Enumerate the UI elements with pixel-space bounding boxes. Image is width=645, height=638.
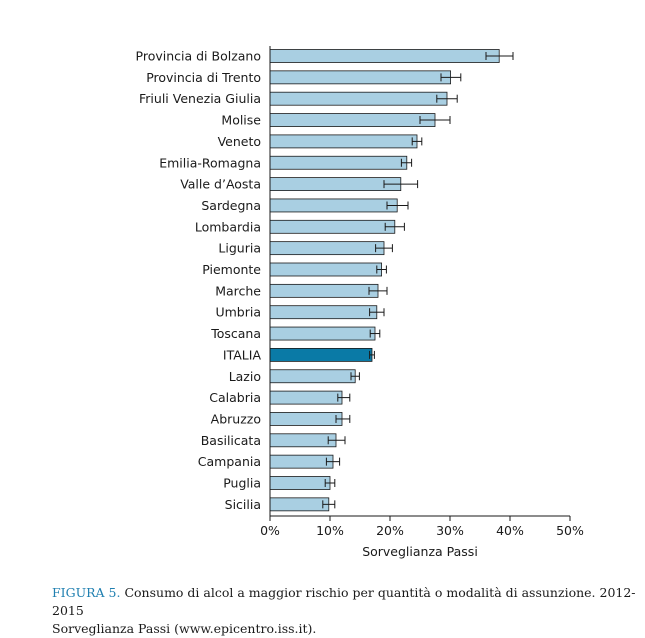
error-bar-19 [325,457,341,466]
category-label-20: Puglia [223,476,261,491]
category-label-2: Friuli Venezia Giulia [139,91,261,106]
category-label-5: Emilia-Romagna [159,155,261,170]
category-labels: Provincia di Bolzano Provincia di Trento F… [136,49,262,512]
x-tick-label-5: 50% [556,523,584,538]
x-axis-ticks: 0% 10% 20% 30% 40% 50% [260,516,584,538]
bar-20 [269,476,331,490]
bar-17 [269,412,343,426]
error-bar-0 [485,52,514,60]
bar-7 [269,198,398,213]
category-label-1: Provincia di Trento [146,70,261,85]
category-label-12: Umbria [215,305,261,320]
x-axis-title: Sorveglianza Passi [362,544,478,559]
error-bar-20 [324,479,336,487]
category-label-7: Sardegna [201,198,261,213]
bar-2 [269,91,448,106]
error-bar-1 [440,73,462,82]
category-label-10: Piemonte [202,262,261,277]
bar-12 [269,305,378,320]
error-bar-5 [400,158,413,167]
bar-3 [269,113,436,127]
bar-14 [269,347,373,362]
bar-11 [269,283,379,298]
caption-line-1: FIGURA 5. Consumo di alcol a maggior ris… [52,584,642,620]
error-bar-18 [327,436,346,445]
bar-18 [269,433,337,448]
category-label-0: Provincia di Bolzano [136,49,261,64]
bar-1 [269,70,452,85]
error-bar-10 [376,265,387,274]
category-label-3: Molise [221,113,261,128]
category-label-19: Campania [198,454,261,469]
caption-source: Sorveglianza Passi (www.epicentro.iss.it… [52,621,317,636]
category-label-14: ITALIA [223,347,262,362]
error-bar-6 [383,180,419,189]
error-bar-13 [369,329,381,338]
category-label-4: Veneto [218,134,261,149]
error-bar-16 [337,393,351,402]
x-tick-label-0: 0% [260,523,280,538]
bar-10 [269,262,382,277]
error-bar-9 [375,244,393,253]
error-bar-2 [436,94,458,103]
bar-21 [269,497,330,512]
x-tick-label-3: 30% [436,523,464,538]
bar-4 [269,134,418,149]
error-bar-17 [335,414,351,423]
error-bar-3 [419,116,451,125]
category-label-9: Liguria [218,241,261,256]
figure-number: FIGURA 5. [52,585,121,600]
error-bar-11 [368,286,388,295]
error-bar-8 [384,222,405,231]
category-label-17: Abruzzo [211,411,261,426]
bar-9 [269,241,385,256]
error-bar-14 [369,350,375,359]
error-bars-layer [322,52,514,509]
category-label-16: Calabria [209,390,261,405]
category-label-8: Lombardia [195,219,261,234]
category-label-18: Basilicata [201,433,261,448]
bar-15 [269,369,356,384]
figure-caption: FIGURA 5. Consumo di alcol a maggior ris… [52,584,642,638]
bar-13 [269,326,376,341]
error-bar-7 [386,201,409,210]
category-label-15: Lazio [229,369,261,384]
category-label-13: Toscana [210,326,261,341]
error-bar-15 [350,372,360,381]
category-label-21: Sicilia [225,497,261,512]
bar-6 [269,177,402,192]
x-tick-label-1: 10% [316,523,344,538]
x-tick-label-4: 40% [496,523,524,538]
category-label-11: Marche [215,283,261,298]
error-bar-12 [369,308,385,317]
bar-19 [269,454,334,469]
bar-16 [269,390,343,405]
caption-title: Consumo di alcol a maggior rischio per q… [52,585,636,618]
bar-chart: Provincia di Bolzano Provincia di Trento F… [136,46,584,559]
x-tick-label-2: 20% [376,523,404,538]
bar-5 [269,155,408,170]
error-bar-21 [322,500,336,509]
category-label-6: Valle d’Aosta [180,177,261,192]
bar-8 [269,219,396,234]
bars-layer [269,49,500,512]
error-bar-4 [411,137,423,146]
bar-0 [269,49,500,63]
